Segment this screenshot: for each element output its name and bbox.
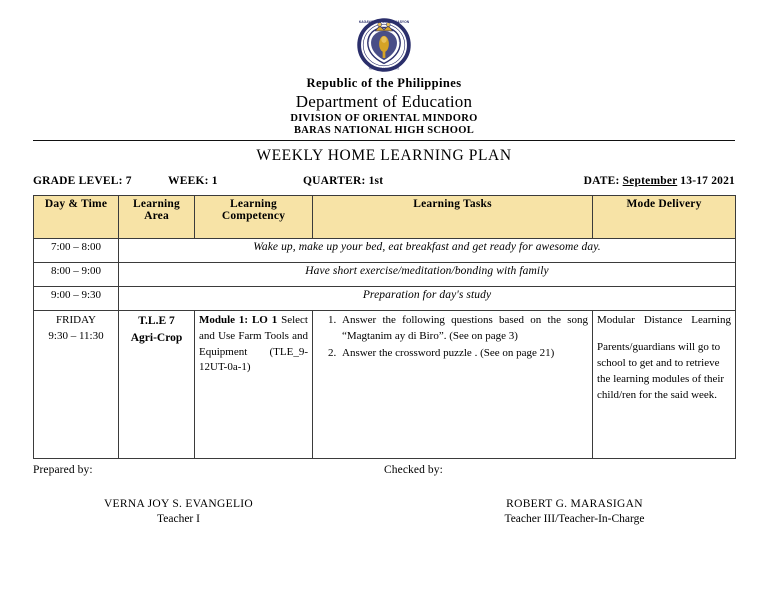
prepared-by-role: Teacher I — [157, 513, 200, 526]
mode-delivery-title: Modular Distance Learning — [597, 314, 731, 327]
checked-by-column: Checked by: ROBERT G. MARASIGAN Teacher … — [384, 464, 735, 525]
competency-text: Select and Use Farm Tools and Equipment … — [199, 314, 308, 374]
routine-time-2: 9:00 – 9:30 — [33, 286, 119, 312]
task-list: Answer the following questions based on … — [317, 313, 588, 362]
routine-activity-2: Preparation for day's study — [118, 286, 736, 312]
learning-area-line-2: Agri-Crop — [130, 332, 183, 345]
masthead: KAGAWARAN NG EDUKASYON REPUBLIKA NG PILI… — [33, 0, 735, 137]
prepared-by-name: VERNA JOY S. EVANGELIO — [103, 498, 254, 511]
plan-info-row: GRADE LEVEL: 7 WEEK: 1 QUARTER: 1st DATE… — [33, 175, 735, 187]
table-row: FRIDAY 9:30 – 11:30 T.L.E 7 Agri-Crop Mo… — [33, 310, 736, 460]
prepared-by-column: Prepared by: VERNA JOY S. EVANGELIO Teac… — [33, 464, 384, 525]
checked-by-label: Checked by: — [384, 464, 443, 477]
division-line: DIVISION OF ORIENTAL MINDORO — [290, 112, 478, 124]
republic-line: Republic of the Philippines — [306, 76, 462, 90]
lesson-day: FRIDAY — [56, 314, 96, 327]
routine-time-1: 8:00 – 9:00 — [33, 262, 119, 288]
grade-level-label: GRADE LEVEL: — [33, 175, 123, 188]
lesson-time: 9:30 – 11:30 — [48, 330, 104, 343]
grade-level-value: 7 — [125, 175, 132, 188]
deped-seal-icon: KAGAWARAN NG EDUKASYON REPUBLIKA NG PILI… — [357, 18, 411, 72]
routine-time-0: 7:00 – 8:00 — [33, 238, 119, 264]
table-header-row: Day & Time Learning Area Learning Compet… — [33, 195, 736, 240]
week-field: WEEK: 1 — [168, 175, 303, 187]
quarter-field: QUARTER: 1st — [303, 175, 584, 187]
table-row: 8:00 – 9:00 Have short exercise/meditati… — [33, 262, 736, 288]
page-title: WEEKLY HOME LEARNING PLAN — [256, 147, 512, 165]
school-line: BARAS NATIONAL HIGH SCHOOL — [293, 125, 474, 136]
date-month: September — [622, 175, 678, 188]
learning-area-line-1: T.L.E 7 — [138, 315, 175, 328]
lesson-mode-delivery-cell: Modular Distance Learning Parents/guardi… — [592, 310, 736, 460]
header-day-time: Day & Time — [33, 195, 119, 240]
header-learning-competency: Learning Competency — [194, 195, 313, 240]
masthead-divider — [33, 140, 735, 142]
date-field: DATE: September 13-17 2021 — [584, 175, 735, 187]
quarter-value: 1st — [368, 175, 384, 188]
svg-text:REPUBLIKA NG PILIPINAS: REPUBLIKA NG PILIPINAS — [369, 67, 400, 70]
date-label: DATE: — [583, 175, 620, 188]
routine-activity-0: Wake up, make up your bed, eat breakfast… — [118, 238, 736, 264]
routine-activity-1: Have short exercise/meditation/bonding w… — [118, 262, 736, 288]
competency-title: Module 1: LO 1 — [199, 314, 278, 327]
lesson-day-time-cell: FRIDAY 9:30 – 11:30 — [33, 310, 119, 460]
header-learning-area: Learning Area — [118, 195, 195, 240]
week-label: WEEK: — [168, 175, 209, 188]
grade-level-field: GRADE LEVEL: 7 — [33, 175, 168, 187]
svg-text:KAGAWARAN NG EDUKASYON: KAGAWARAN NG EDUKASYON — [359, 20, 410, 24]
signature-block: Prepared by: VERNA JOY S. EVANGELIO Teac… — [33, 464, 735, 525]
header-learning-tasks: Learning Tasks — [312, 195, 593, 240]
header-mode-delivery: Mode Delivery — [592, 195, 736, 240]
checked-by-name: ROBERT G. MARASIGAN — [506, 498, 643, 511]
quarter-label: QUARTER: — [303, 175, 366, 188]
mode-delivery-note: Parents/guardians will go to school to g… — [597, 341, 725, 402]
checked-by-role: Teacher III/Teacher-In-Charge — [504, 513, 645, 526]
table-row: 9:00 – 9:30 Preparation for day's study — [33, 286, 736, 312]
lesson-competency-cell: Module 1: LO 1 Select and Use Farm Tools… — [194, 310, 313, 460]
week-value: 1 — [211, 175, 218, 188]
lesson-learning-area-cell: T.L.E 7 Agri-Crop — [118, 310, 195, 460]
table-row: 7:00 – 8:00 Wake up, make up your bed, e… — [33, 238, 736, 264]
prepared-by-label: Prepared by: — [33, 464, 93, 477]
department-line: Department of Education — [295, 92, 473, 112]
date-rest: 13-17 2021 — [677, 175, 735, 188]
list-item: Answer the crossword puzzle . (See on pa… — [339, 346, 588, 362]
weekly-plan-table: Day & Time Learning Area Learning Compet… — [33, 195, 736, 460]
lesson-tasks-cell: Answer the following questions based on … — [312, 310, 593, 460]
list-item: Answer the following questions based on … — [339, 313, 588, 345]
